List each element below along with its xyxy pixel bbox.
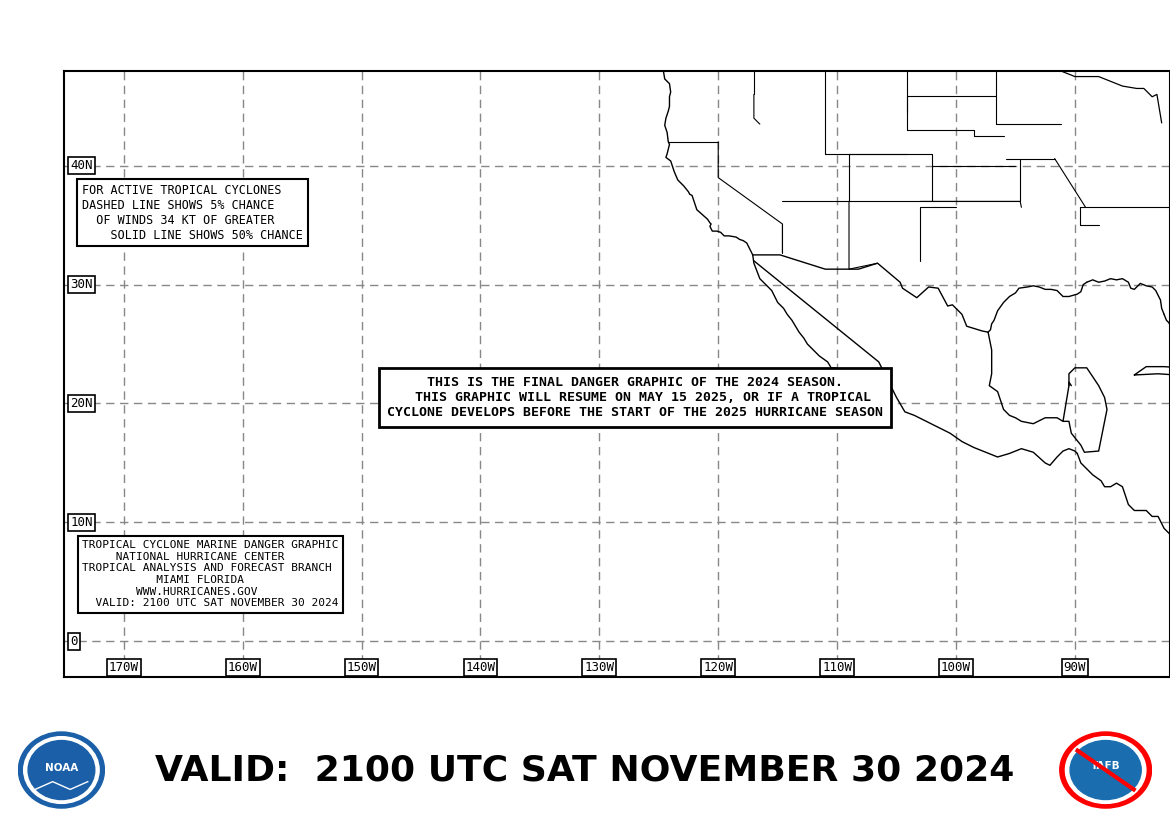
Circle shape [1071,740,1141,800]
Text: NOAA: NOAA [44,763,78,774]
Text: 20N: 20N [70,397,92,410]
Circle shape [23,737,99,803]
Text: 0: 0 [70,635,77,648]
Text: 170W: 170W [109,661,139,674]
Circle shape [1060,732,1151,808]
Text: 30N: 30N [70,278,92,291]
Text: TROPICAL CYCLONE MARINE DANGER GRAPHIC
     NATIONAL HURRICANE CENTER
TROPICAL A: TROPICAL CYCLONE MARINE DANGER GRAPHIC N… [82,540,338,608]
Text: 120W: 120W [703,661,734,674]
Circle shape [19,732,104,808]
Text: TAFB: TAFB [1090,761,1121,771]
Text: 150W: 150W [346,661,377,674]
Text: 130W: 130W [584,661,614,674]
Text: VALID:  2100 UTC SAT NOVEMBER 30 2024: VALID: 2100 UTC SAT NOVEMBER 30 2024 [156,753,1014,787]
Text: 160W: 160W [228,661,257,674]
Text: THIS IS THE FINAL DANGER GRAPHIC OF THE 2024 SEASON.
  THIS GRAPHIC WILL RESUME : THIS IS THE FINAL DANGER GRAPHIC OF THE … [387,376,883,419]
Circle shape [1066,737,1145,803]
Text: 100W: 100W [941,661,971,674]
Circle shape [28,740,95,800]
Text: 40N: 40N [70,159,92,172]
Text: 110W: 110W [823,661,852,674]
Text: FOR ACTIVE TROPICAL CYCLONES
DASHED LINE SHOWS 5% CHANCE
  OF WINDS 34 KT OF GRE: FOR ACTIVE TROPICAL CYCLONES DASHED LINE… [82,184,303,242]
Text: 140W: 140W [466,661,495,674]
Text: 90W: 90W [1064,661,1086,674]
Text: 10N: 10N [70,516,92,529]
